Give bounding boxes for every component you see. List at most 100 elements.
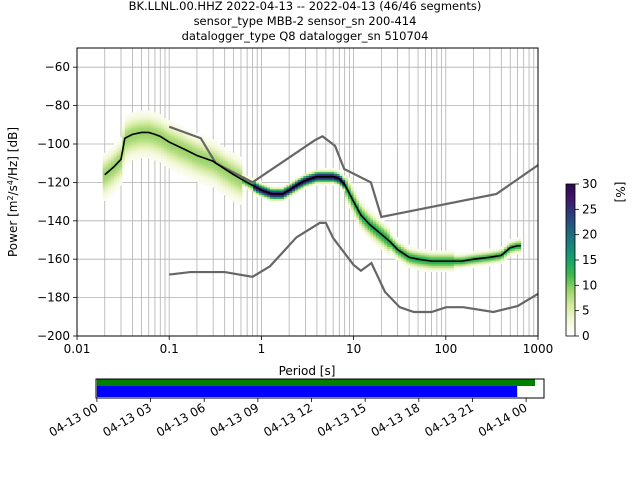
psd-density-cell [264, 187, 268, 190]
psd-plot: 0.01 0.1 1 10 100 1000 −60−80−100−120−140−160… [6, 47, 553, 378]
psd-density-cell [108, 156, 112, 159]
psd-density-cell [392, 235, 396, 238]
psd-density-cell [272, 189, 276, 192]
psd-density-cell [230, 196, 235, 200]
psd-density-cell [189, 141, 193, 144]
psd-density-cell [425, 269, 430, 272]
psd-density-cell [412, 264, 416, 267]
psd-density-cell [398, 246, 402, 249]
psd-density-cell [400, 254, 405, 257]
psd-density-cell [150, 110, 154, 113]
psd-density-cell [364, 227, 368, 230]
psd-density-cell [367, 216, 371, 219]
psd-density-cell [367, 231, 371, 234]
psd-density-cell [189, 137, 193, 140]
psd-density-cell [347, 189, 352, 192]
psd-density-cell [152, 125, 157, 128]
psd-density-cell [124, 154, 129, 157]
psd-density-cell [230, 166, 235, 169]
psd-density-cell [169, 164, 173, 167]
psd-density-cell [465, 264, 469, 267]
psd-density-cell [473, 256, 477, 259]
psd-density-cell [361, 202, 366, 205]
psd-density-cell [431, 258, 435, 261]
psd-density-cell [300, 183, 304, 186]
psd-density-cell [356, 217, 360, 221]
psd-density-cell [453, 254, 458, 257]
psd-density-cell [239, 173, 243, 176]
psd-density-cell [228, 150, 232, 153]
psd-density-cell [484, 264, 488, 267]
psd-density-cell [359, 198, 363, 201]
psd-density-cell [311, 181, 315, 184]
psd-density-cell [481, 258, 485, 261]
x-axis-label: Period [s] [279, 364, 336, 378]
psd-density-cell [172, 135, 176, 138]
psd-density-cell [409, 260, 413, 263]
psd-density-cell [197, 150, 201, 153]
psd-density-cell [225, 183, 229, 186]
psd-density-cell [478, 252, 483, 255]
psd-density-cell [356, 202, 360, 205]
psd-density-cell [119, 164, 123, 167]
psd-density-cell [219, 183, 223, 186]
psd-density-cell [350, 200, 354, 203]
psd-density-cell [158, 154, 162, 157]
psd-density-cell [144, 129, 148, 132]
psd-density-cell [347, 177, 352, 180]
psd-density-cell [392, 254, 396, 257]
psd-density-cell [183, 162, 187, 165]
psd-density-cell [164, 135, 168, 138]
psd-density-cell [166, 160, 170, 163]
psd-density-cell [214, 141, 218, 144]
psd-density-cell [203, 146, 207, 150]
psd-density-cell [183, 173, 187, 176]
psd-density-cell [130, 118, 134, 121]
psd-density-cell [445, 254, 449, 257]
psd-density-cell [183, 158, 187, 161]
psd-density-cell [119, 148, 123, 152]
psd-density-cell [417, 250, 421, 253]
psd-density-cell [127, 121, 131, 125]
psd-density-cell [398, 240, 402, 244]
psd-density-cell [164, 152, 168, 155]
psd-density-cell [161, 139, 165, 142]
psd-density-cell [230, 179, 235, 182]
psd-density-cell [194, 141, 198, 144]
psd-density-cell [255, 191, 260, 194]
psd-density-cell [205, 181, 210, 184]
psd-density-cell [180, 164, 184, 167]
psd-density-cell [303, 187, 307, 190]
psd-density-cell [501, 248, 505, 251]
psd-density-cell [225, 185, 229, 188]
psd-density-cell [158, 114, 162, 117]
psd-density-cell [225, 164, 229, 167]
psd-density-cell [208, 162, 212, 165]
psd-density-cell [453, 267, 458, 271]
psd-density-cell [230, 154, 235, 157]
psd-density-cell [481, 262, 485, 265]
psd-density-cell [261, 183, 265, 186]
psd-density-cell [509, 242, 513, 246]
psd-density-cell [164, 125, 168, 128]
psd-density-cell [175, 158, 179, 161]
psd-density-cell [122, 148, 126, 152]
psd-density-cell [166, 152, 170, 155]
psd-density-cell [350, 194, 354, 198]
psd-density-cell [228, 185, 232, 188]
psd-density-cell [219, 189, 223, 192]
psd-density-cell [108, 154, 112, 157]
psd-density-cell [152, 123, 157, 127]
psd-density-cell [244, 179, 249, 182]
psd-density-cell [180, 169, 184, 173]
psd-density-cell [158, 131, 162, 134]
psd-density-cell [205, 137, 210, 140]
psd-density-cell [406, 254, 410, 257]
psd-density-cell [102, 198, 106, 201]
psd-density-cell [191, 160, 196, 163]
psd-density-cell [219, 175, 223, 178]
psd-density-cell [239, 156, 243, 159]
psd-density-cell [161, 121, 165, 125]
psd-density-cell [141, 125, 145, 128]
